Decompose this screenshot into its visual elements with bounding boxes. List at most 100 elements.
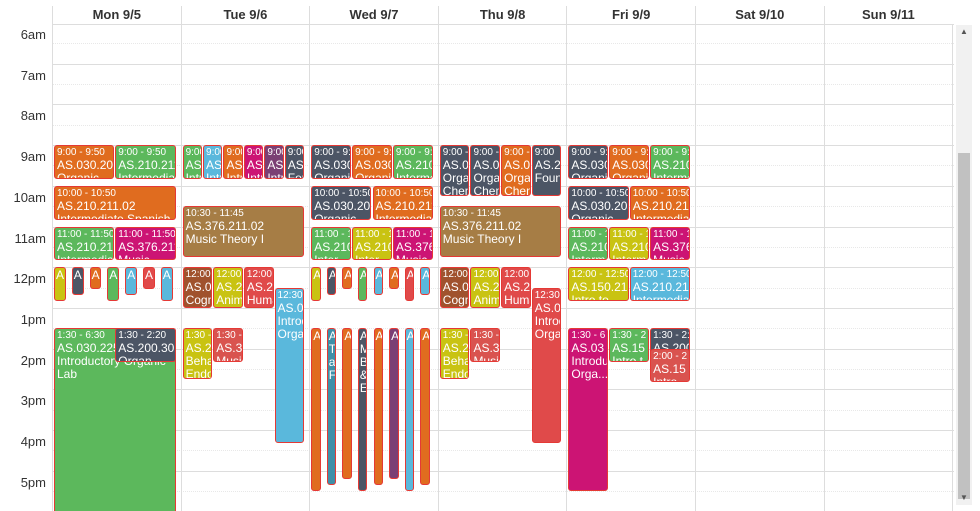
calendar-event[interactable]: 11:00 - 11:50 AS.376.211 Music (115, 226, 176, 261)
event-time: 10:30 - 11:45 (442, 208, 501, 220)
event-time: 1:30 - 6:30 (57, 330, 105, 342)
scroll-down-icon[interactable]: ▼ (960, 493, 968, 502)
calendar-body[interactable]: 6am 7am 8am 9am 10am 11am 12pm 1pm 2pm 3pm 4pm 5pm … (0, 25, 954, 511)
vertical-scrollbar[interactable]: ▲ ▼ (956, 25, 972, 505)
calendar-event[interactable]: 9:00 -AS.03Orgar Chem (470, 145, 501, 196)
calendar-event[interactable]: 2:00 - 2 AS.15 Intro (650, 348, 690, 383)
calendar-event-narrow[interactable]: A (342, 328, 352, 480)
event-code: AS. (206, 158, 223, 173)
calendar-event[interactable]: 11:00 - 11AS.210.Interm (609, 226, 650, 261)
event-title: A (375, 329, 384, 344)
calendar-event[interactable]: 9:00 -AS.03Orgar Chem (439, 145, 470, 196)
calendar-event[interactable]: 9:00 - 9:5AS.210.Intermed (392, 145, 433, 179)
event-title: AS (422, 329, 430, 344)
calendar-event[interactable]: 9:00 - 9:5AS.030.Organic Ch (568, 145, 609, 179)
calendar-event-narrow[interactable]: A (389, 267, 399, 289)
calendar-event-narrow[interactable]: A (389, 328, 399, 480)
calendar-event-narrow[interactable]: A (420, 267, 430, 295)
calendar-event-narrow[interactable]: A (107, 267, 120, 301)
calendar-event[interactable]: 9:00 - 9:5AS.030.Organic Ch (352, 145, 392, 179)
calendar-event[interactable]: 11:00 - 11AS.210.Inter (352, 226, 392, 261)
calendar-event[interactable]: 1:30 - 2:4AS.200.3Behavioral Endocr (439, 328, 470, 380)
half-hour-line (52, 409, 954, 411)
calendar-event[interactable]: 12:00 -AS.29Huma Sexua (243, 267, 274, 308)
calendar-event[interactable]: 1:30 - 2 AS.15 Intro t (609, 328, 650, 363)
calendar-event-narrow[interactable]: A (342, 267, 352, 289)
event-title: A (56, 268, 65, 283)
calendar-event-narrow[interactable]: A (160, 267, 173, 301)
scrollbar-thumb[interactable] (958, 153, 970, 499)
event-title: Inter (314, 252, 339, 261)
calendar-event[interactable]: 11:00 - 11AS.210.Interm (568, 226, 609, 261)
calendar-event[interactable]: 1:30 - 6 AS.03 Introdu Orga... (568, 328, 609, 492)
calendar-event-narrow[interactable]: A (373, 267, 384, 295)
calendar-event-narrow[interactable]: A (404, 328, 415, 492)
event-code: AS.210.211 (118, 158, 176, 173)
calendar-event[interactable]: 9:00 - 9:5AS.030.Organic Ch (311, 145, 352, 179)
calendar-event-narrow[interactable]: A (71, 267, 84, 295)
calendar-event-narrow[interactable]: A (326, 267, 337, 295)
calendar-event-narrow[interactable]: A M B & E (357, 328, 368, 492)
scroll-up-icon[interactable]: ▲ (960, 27, 968, 36)
event-title: Behavioral Endocr (442, 354, 469, 380)
event-code: AS.030. (314, 158, 350, 173)
calendar-event-narrow[interactable]: A (89, 267, 102, 289)
calendar-event-narrow[interactable]: A (143, 267, 155, 289)
calendar-event-narrow[interactable]: A (373, 328, 384, 486)
calendar-event[interactable]: 9:00 - 9:5AS.030.Organic Ch (609, 145, 650, 179)
event-time: 9:00 - 9:5 (653, 147, 690, 159)
calendar-event-narrow[interactable]: A (404, 267, 415, 301)
calendar-event-narrow[interactable]: A (357, 267, 368, 301)
calendar-event[interactable]: 10:30 - 11:45 AS.376.211.02 Music Theory I (182, 206, 305, 258)
event-time: 9:00 - 9:5 (571, 147, 609, 159)
calendar-event[interactable]: 12:00 -AS.05Cogni (182, 267, 213, 308)
day-header-2: Wed 9/7 (309, 6, 438, 24)
calendar-event[interactable]: 10:00 - 10:50 AS.210.211.02 Intermediate S… (54, 185, 176, 220)
calendar-event-narrow[interactable]: A (125, 267, 137, 295)
calendar-event[interactable]: 1:30 - 2:4AS.200.3Behavioral Endocr (182, 328, 213, 380)
calendar-event[interactable]: 12:00 -AS.29Huma Sexua (501, 267, 531, 308)
calendar-event-narrow[interactable]: AS (420, 328, 430, 486)
calendar-event[interactable]: 1:30 - 2:20 AS.200.302 Organ... (115, 328, 176, 363)
event-code: AS.030. (612, 158, 648, 173)
event-code: AS. (246, 158, 263, 173)
hour-line (52, 307, 954, 309)
event-time: 9:00 - 9:50 (57, 147, 105, 159)
calendar-event-narrow[interactable]: A (311, 267, 321, 301)
calendar-event[interactable]: 11:00 - 11AS.376.Music (392, 226, 433, 261)
calendar-event-narrow[interactable]: A (54, 267, 66, 301)
calendar-event[interactable]: 10:30 - 11:45 AS.376.211.02 Music Theory I (439, 206, 562, 258)
calendar-event[interactable]: 11:00 - 11AS.376.Music (650, 226, 690, 261)
calendar-event[interactable]: 11:00 - 11AS.210.Inter (311, 226, 352, 261)
calendar-event-narrow[interactable]: A T a F (326, 328, 337, 486)
calendar-event[interactable]: 9:00 -AS.03Orgar Chem (501, 145, 531, 196)
calendar-event-narrow[interactable]: A (311, 328, 321, 492)
day-header-0: Mon 9/5 (52, 6, 181, 24)
calendar-event[interactable]: 9:00 - 9:5AS.210.Intermed (650, 145, 690, 179)
calendar-event[interactable]: 12:00 -AS.05Cogni (439, 267, 470, 308)
event-title: Interm (612, 252, 647, 261)
